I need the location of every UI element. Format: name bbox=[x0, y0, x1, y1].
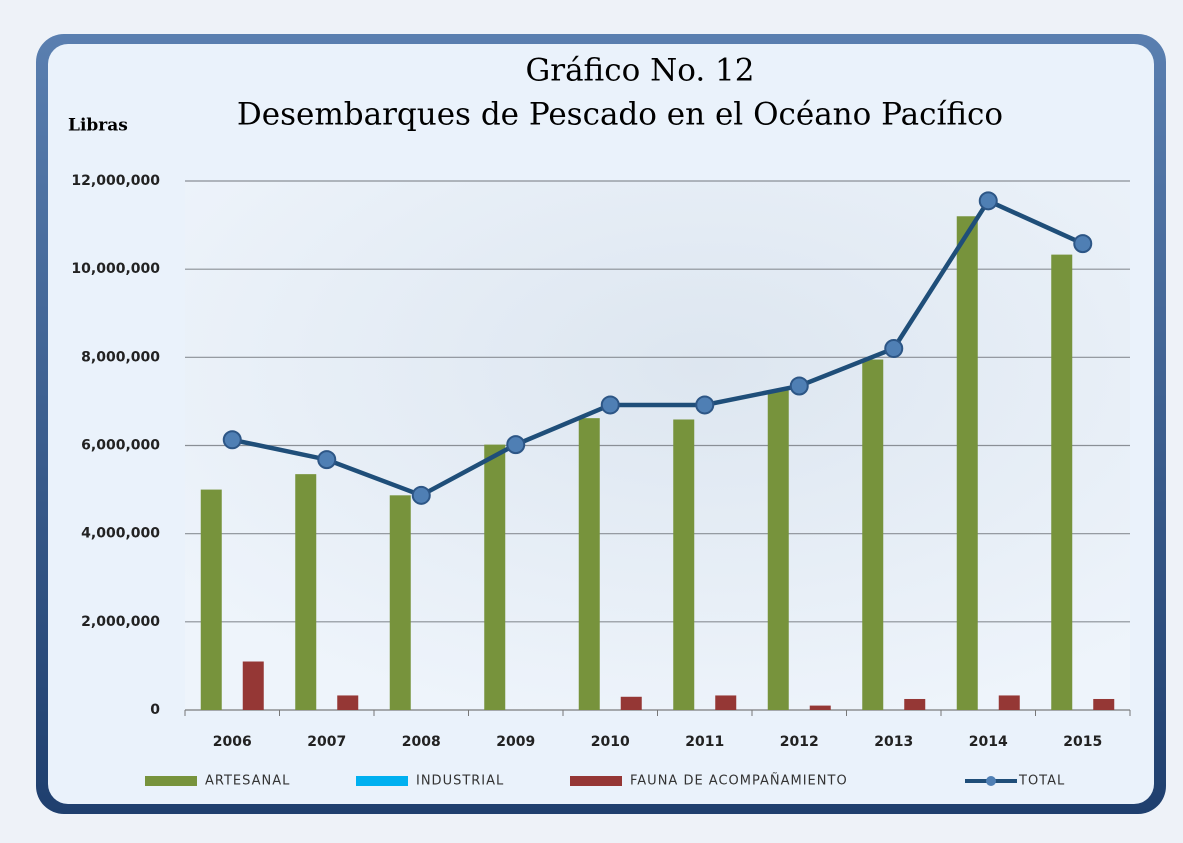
legend-swatch bbox=[356, 776, 408, 786]
chart-subtitle: Desembarques de Pescado en el Océano Pac… bbox=[237, 97, 1003, 133]
legend-label: TOTAL bbox=[1018, 774, 1065, 789]
line-marker bbox=[978, 191, 998, 211]
line-marker bbox=[222, 430, 242, 450]
y-tick-label: 2,000,000 bbox=[81, 614, 160, 630]
legend-swatch bbox=[145, 776, 197, 786]
x-tick-label: 2015 bbox=[1063, 734, 1102, 750]
chart-title: Gráfico No. 12 bbox=[525, 53, 754, 89]
bar bbox=[295, 474, 317, 710]
x-tick-label: 2006 bbox=[213, 734, 252, 750]
bar bbox=[809, 705, 831, 710]
line-marker bbox=[695, 395, 715, 415]
y-tick-label: 4,000,000 bbox=[81, 526, 160, 542]
line-marker bbox=[411, 485, 431, 505]
bar bbox=[1051, 254, 1073, 710]
x-tick-label: 2009 bbox=[496, 734, 535, 750]
x-tick-label: 2013 bbox=[874, 734, 913, 750]
bar bbox=[998, 695, 1020, 710]
bar bbox=[578, 418, 600, 710]
legend-label: ARTESANAL bbox=[205, 774, 290, 789]
legend-swatch bbox=[986, 776, 996, 786]
line-marker bbox=[789, 376, 809, 396]
line-marker bbox=[884, 339, 904, 359]
bar bbox=[200, 489, 222, 710]
x-tick-label: 2014 bbox=[969, 734, 1008, 750]
legend-label: FAUNA DE ACOMPAÑAMIENTO bbox=[630, 773, 848, 789]
y-tick-label: 8,000,000 bbox=[81, 349, 160, 365]
legend-label: INDUSTRIAL bbox=[416, 774, 504, 789]
y-tick-label: 0 bbox=[150, 702, 160, 718]
line-marker bbox=[1073, 234, 1093, 254]
bar bbox=[484, 444, 506, 710]
bar bbox=[715, 695, 737, 710]
x-tick-label: 2010 bbox=[591, 734, 630, 750]
bar bbox=[389, 495, 411, 710]
x-tick-label: 2007 bbox=[307, 734, 346, 750]
bar bbox=[242, 661, 264, 710]
bar bbox=[956, 216, 978, 710]
line-marker bbox=[506, 435, 526, 455]
bar bbox=[862, 359, 884, 710]
bar bbox=[767, 390, 789, 710]
x-tick-label: 2012 bbox=[780, 734, 819, 750]
y-tick-label: 10,000,000 bbox=[71, 261, 160, 277]
legend-swatch bbox=[570, 776, 622, 786]
y-tick-label: 6,000,000 bbox=[81, 438, 160, 454]
line-marker bbox=[317, 450, 337, 470]
bar bbox=[337, 695, 359, 710]
bar bbox=[620, 696, 642, 710]
line bbox=[231, 197, 1084, 498]
x-tick-label: 2008 bbox=[402, 734, 441, 750]
y-tick-label: 12,000,000 bbox=[71, 173, 160, 189]
line-marker bbox=[600, 395, 620, 415]
x-tick-label: 2011 bbox=[685, 734, 724, 750]
bar bbox=[1093, 698, 1115, 710]
bar bbox=[904, 698, 926, 710]
y-axis-label: Libras bbox=[68, 116, 128, 136]
bar bbox=[673, 419, 695, 710]
